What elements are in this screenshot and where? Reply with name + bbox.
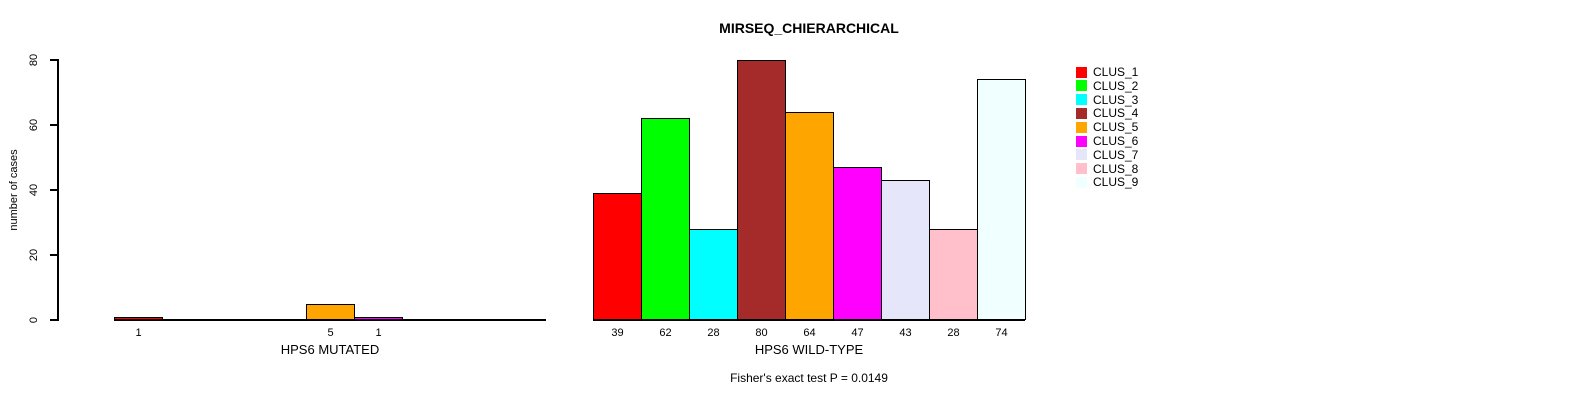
legend-swatch-clus_2 — [1076, 80, 1087, 91]
bar-value-label: 28 — [947, 327, 960, 339]
y-axis-tick — [50, 124, 57, 126]
y-axis-tick-label: 80 — [28, 53, 40, 67]
legend-label-clus_8: CLUS_8 — [1093, 162, 1139, 176]
y-axis-tick-label: 0 — [28, 316, 40, 324]
bar-clus_5 — [306, 304, 355, 320]
bar-clus_7 — [881, 180, 930, 320]
bar-clus_8 — [929, 229, 978, 320]
bar-value-label: 64 — [803, 327, 816, 339]
legend-swatch-clus_4 — [1076, 108, 1087, 119]
bar-clus_5 — [785, 112, 834, 320]
y-axis-tick-label: 20 — [28, 248, 40, 262]
legend-label-clus_4: CLUS_4 — [1093, 106, 1139, 120]
legend-swatch-clus_8 — [1076, 163, 1087, 174]
y-axis-line — [57, 59, 59, 321]
legend-label-clus_6: CLUS_6 — [1093, 134, 1139, 148]
y-axis-tick — [50, 59, 57, 61]
bar-clus_1 — [593, 193, 642, 320]
y-axis-label: number of cases — [8, 149, 20, 231]
legend-label-clus_9: CLUS_9 — [1093, 175, 1139, 189]
x-axis-group-label-mutated: HPS6 MUTATED — [280, 342, 380, 357]
y-axis-tick — [50, 189, 57, 191]
legend-label-clus_1: CLUS_1 — [1093, 65, 1139, 79]
chart-title: MIRSEQ_CHIERARCHICAL — [719, 20, 899, 36]
bar-clus_9 — [977, 79, 1026, 320]
bar-clus_6 — [354, 317, 403, 320]
bar-value-label: 62 — [659, 327, 672, 339]
legend-swatch-clus_3 — [1076, 94, 1087, 105]
bar-value-label: 43 — [899, 327, 912, 339]
bar-value-label: 1 — [135, 327, 142, 339]
y-axis-tick-label: 40 — [28, 183, 40, 197]
legend-swatch-clus_6 — [1076, 136, 1087, 147]
x-axis-baseline — [593, 319, 1025, 321]
legend-label-clus_2: CLUS_2 — [1093, 79, 1139, 93]
bar-clus_6 — [833, 167, 882, 320]
y-axis-tick — [50, 254, 57, 256]
bar-value-label: 80 — [755, 327, 768, 339]
legend-swatch-clus_7 — [1076, 149, 1087, 160]
legend-swatch-clus_1 — [1076, 67, 1087, 78]
bar-value-label: 1 — [375, 327, 382, 339]
y-axis-tick-label: 60 — [28, 118, 40, 132]
x-axis-baseline — [114, 319, 546, 321]
fisher-test-annotation: Fisher's exact test P = 0.0149 — [730, 371, 888, 385]
bar-clus_3 — [689, 229, 738, 320]
bar-value-label: 5 — [327, 327, 334, 339]
bar-clus_4 — [737, 60, 786, 320]
bar-clus_2 — [641, 118, 690, 320]
legend-swatch-clus_9 — [1076, 177, 1087, 188]
bar-clus_1 — [114, 317, 163, 320]
bar-value-label: 39 — [611, 327, 624, 339]
bar-value-label: 28 — [707, 327, 720, 339]
bar-value-label: 47 — [851, 327, 864, 339]
y-axis-tick — [50, 319, 57, 321]
legend-swatch-clus_5 — [1076, 122, 1087, 133]
legend-label-clus_5: CLUS_5 — [1093, 120, 1139, 134]
bar-value-label: 74 — [995, 327, 1008, 339]
x-axis-group-label-wildtype: HPS6 WILD-TYPE — [754, 342, 864, 357]
legend-label-clus_7: CLUS_7 — [1093, 148, 1139, 162]
legend-label-clus_3: CLUS_3 — [1093, 93, 1139, 107]
